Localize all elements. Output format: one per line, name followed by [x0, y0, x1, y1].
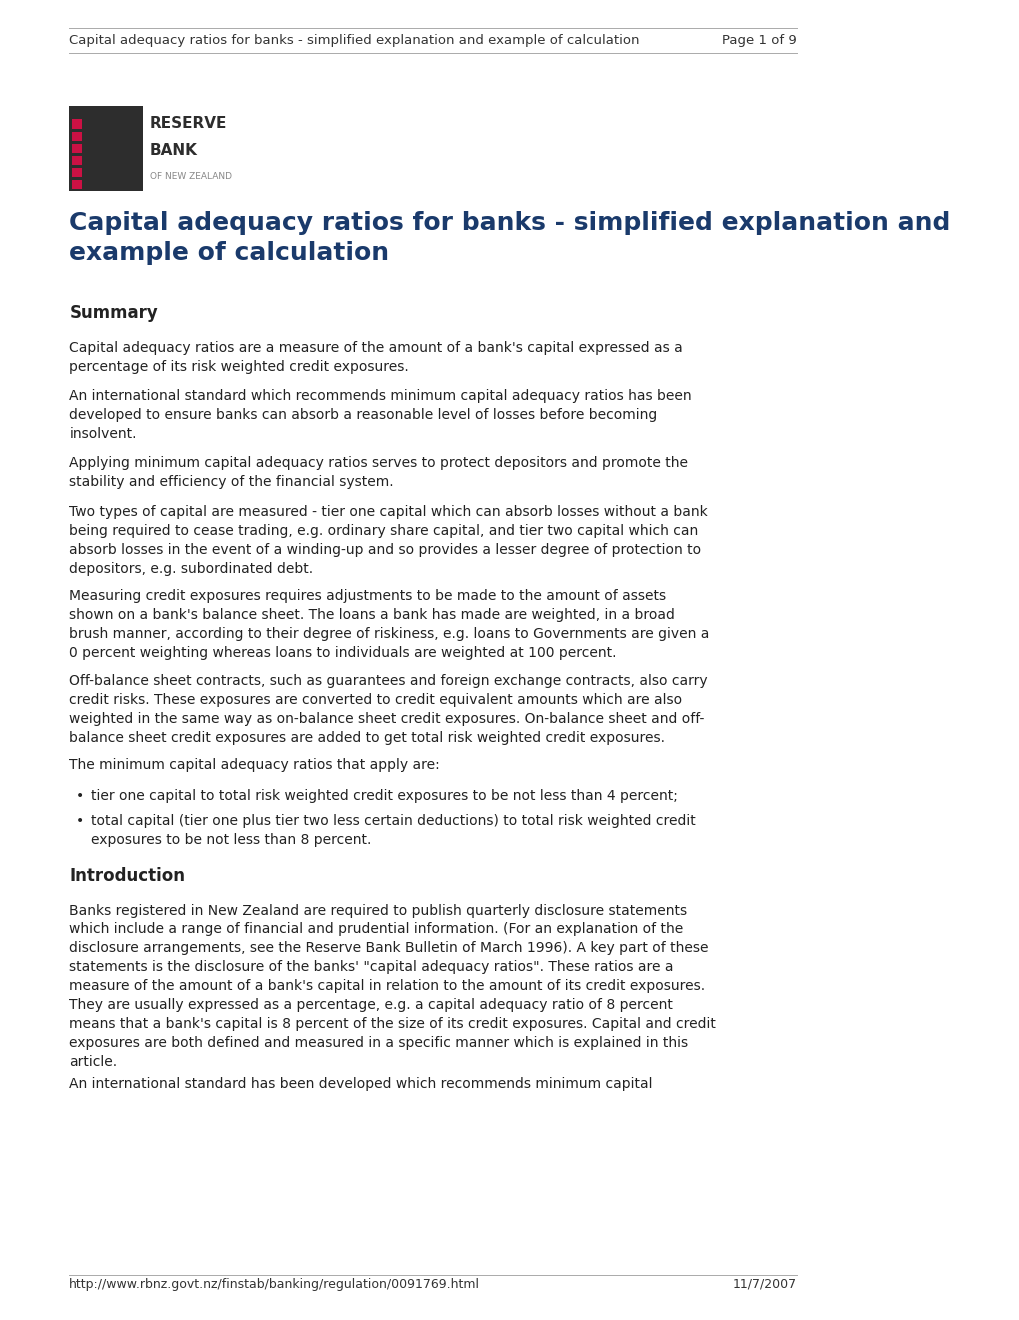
FancyBboxPatch shape — [71, 132, 83, 141]
Text: OF NEW ZEALAND: OF NEW ZEALAND — [150, 172, 231, 181]
Text: Capital adequacy ratios are a measure of the amount of a bank's capital expresse: Capital adequacy ratios are a measure of… — [69, 341, 683, 374]
Text: •: • — [76, 814, 85, 828]
Text: Off-balance sheet contracts, such as guarantees and foreign exchange contracts, : Off-balance sheet contracts, such as gua… — [69, 675, 707, 744]
Text: Capital adequacy ratios for banks - simplified explanation and example of calcul: Capital adequacy ratios for banks - simp… — [69, 34, 639, 48]
Text: Applying minimum capital adequacy ratios serves to protect depositors and promot: Applying minimum capital adequacy ratios… — [69, 457, 688, 488]
FancyBboxPatch shape — [71, 156, 83, 165]
Text: •: • — [76, 789, 85, 804]
FancyBboxPatch shape — [69, 106, 143, 191]
Text: Banks registered in New Zealand are required to publish quarterly disclosure sta: Banks registered in New Zealand are requ… — [69, 904, 715, 1069]
Text: Page 1 of 9: Page 1 of 9 — [721, 34, 796, 48]
Text: total capital (tier one plus tier two less certain deductions) to total risk wei: total capital (tier one plus tier two le… — [91, 814, 695, 846]
FancyBboxPatch shape — [71, 180, 83, 189]
Text: Two types of capital are measured - tier one capital which can absorb losses wit: Two types of capital are measured - tier… — [69, 506, 707, 576]
Text: RESERVE: RESERVE — [150, 116, 227, 131]
FancyBboxPatch shape — [71, 119, 83, 129]
FancyBboxPatch shape — [71, 168, 83, 177]
FancyBboxPatch shape — [71, 144, 83, 153]
Text: 11/7/2007: 11/7/2007 — [732, 1278, 796, 1291]
Text: Measuring credit exposures requires adjustments to be made to the amount of asse: Measuring credit exposures requires adju… — [69, 590, 709, 660]
Text: An international standard has been developed which recommends minimum capital: An international standard has been devel… — [69, 1077, 652, 1092]
Text: http://www.rbnz.govt.nz/finstab/banking/regulation/0091769.html: http://www.rbnz.govt.nz/finstab/banking/… — [69, 1278, 480, 1291]
Text: BANK: BANK — [150, 143, 198, 157]
Text: The minimum capital adequacy ratios that apply are:: The minimum capital adequacy ratios that… — [69, 759, 439, 772]
Text: An international standard which recommends minimum capital adequacy ratios has b: An international standard which recommen… — [69, 389, 691, 441]
Text: Capital adequacy ratios for banks - simplified explanation and
example of calcul: Capital adequacy ratios for banks - simp… — [69, 211, 950, 265]
Text: tier one capital to total risk weighted credit exposures to be not less than 4 p: tier one capital to total risk weighted … — [91, 789, 678, 804]
Text: Introduction: Introduction — [69, 867, 185, 884]
Text: Summary: Summary — [69, 304, 158, 322]
